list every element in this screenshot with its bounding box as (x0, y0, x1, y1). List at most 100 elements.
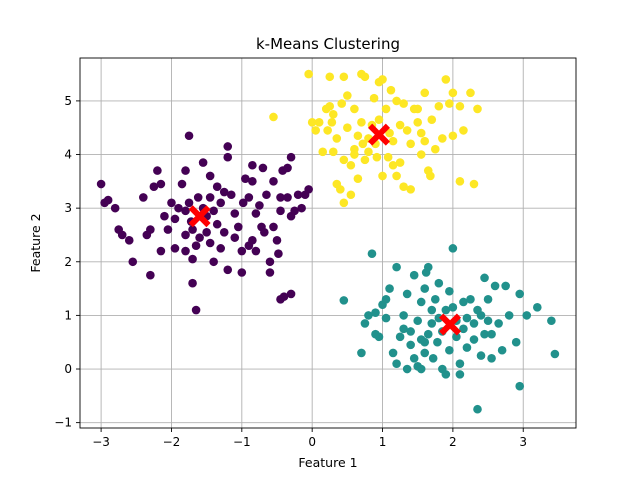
cluster-3-point (448, 88, 458, 98)
cluster-1-point (188, 254, 197, 264)
cluster-2-point (483, 295, 493, 304)
cluster-3-point (346, 190, 356, 200)
cluster-3-point (358, 139, 368, 149)
y-tick-label: 3 (64, 201, 72, 215)
cluster-1-point (248, 177, 257, 186)
x-tick-label: −3 (92, 435, 110, 449)
cluster-3-point (378, 171, 387, 181)
cluster-2-point (459, 297, 468, 307)
cluster-2-point (409, 270, 419, 280)
cluster-2-point (550, 349, 560, 359)
cluster-2-point (392, 262, 401, 272)
cluster-2-point (371, 329, 380, 339)
cluster-3-point (392, 96, 401, 106)
cluster-2-point (434, 278, 444, 288)
cluster-3-point (364, 147, 373, 157)
cluster-1-point (202, 227, 211, 237)
cluster-3-point (434, 101, 444, 111)
cluster-3-point (269, 112, 278, 122)
cluster-1-point (260, 227, 269, 237)
cluster-3-point (353, 131, 363, 141)
cluster-2-point (428, 353, 438, 363)
cluster-1-point (290, 206, 299, 216)
centroid-x-marker (368, 123, 391, 146)
cluster-1-point (272, 236, 282, 245)
cluster-2-point (399, 324, 408, 334)
cluster-3-point (416, 128, 426, 138)
cluster-1-point (156, 246, 166, 256)
cluster-1-point (216, 198, 226, 208)
cluster-1-point (205, 238, 215, 248)
cluster-1-point (110, 203, 120, 213)
cluster-1-point (233, 222, 243, 232)
cluster-3-point (427, 115, 437, 124)
cluster-2-point (388, 348, 398, 358)
cluster-3-point (304, 69, 313, 79)
cluster-2-point (430, 295, 440, 304)
cluster-1-point (191, 241, 201, 250)
cluster-3-point (350, 104, 359, 114)
cluster-3-point (381, 104, 391, 114)
cluster-2-point (547, 316, 556, 326)
y-tick-label: 0 (64, 362, 72, 376)
cluster-2-point (413, 316, 423, 326)
cluster-1-point (255, 201, 264, 210)
cluster-2-point (402, 364, 412, 374)
cluster-3-point (385, 128, 394, 138)
cluster-2-point (409, 353, 419, 363)
cluster-3-point (318, 147, 328, 157)
cluster-2-point (522, 311, 532, 320)
cluster-3-point (311, 126, 320, 135)
cluster-3-point (323, 126, 332, 135)
cluster-2-point (427, 305, 437, 315)
cluster-2-point (487, 329, 496, 339)
cluster-1-point (237, 268, 247, 277)
cluster-1-point (212, 182, 222, 191)
cluster-2-point (420, 337, 430, 347)
cluster-1-point (170, 214, 180, 224)
cluster-2-point (364, 311, 373, 320)
cluster-1-point (139, 193, 148, 202)
cluster-1-point (238, 198, 248, 208)
cluster-3-point (438, 134, 447, 143)
cluster-3-point (399, 99, 408, 108)
cluster-1-point (188, 225, 197, 234)
cluster-1-point (274, 249, 283, 259)
cluster-3-point (406, 139, 415, 149)
cluster-2-point (455, 359, 465, 368)
cluster-2-point (357, 348, 366, 358)
cluster-1-point (193, 193, 203, 202)
cluster-2-point (473, 404, 482, 414)
cluster-3-point (357, 118, 366, 127)
cluster-2-point (504, 311, 514, 320)
cluster-3-point (383, 152, 393, 162)
centroid-markers (188, 123, 462, 336)
x-tick-label: 2 (449, 435, 457, 449)
cluster-2-point (402, 289, 412, 299)
cluster-3-point (307, 118, 317, 127)
cluster-1-point (153, 166, 162, 175)
cluster-3-point (469, 179, 479, 189)
cluster-3-point (350, 150, 359, 159)
cluster-2-point (480, 273, 489, 283)
cluster-3-point (466, 88, 475, 98)
cluster-2-point (487, 353, 496, 363)
cluster-3-point (325, 72, 335, 82)
cluster-3-point (339, 155, 349, 165)
cluster-3-point (455, 177, 465, 186)
cluster-1-point (181, 166, 190, 175)
cluster-1-point (230, 233, 240, 242)
cluster-1-point (191, 305, 201, 315)
cluster-2-point (420, 284, 430, 293)
y-tick-label: 2 (64, 255, 72, 269)
cluster-1-point (223, 142, 233, 151)
cluster-1-point (286, 152, 296, 162)
cluster-1-point (181, 206, 190, 216)
data-points (96, 69, 560, 414)
cluster-3-point (343, 123, 352, 133)
cluster-2-point (462, 343, 472, 352)
cluster-2-point (515, 289, 525, 299)
chart-title: k-Means Clustering (256, 35, 400, 53)
cluster-3-point (328, 147, 338, 157)
cluster-2-point (494, 319, 503, 328)
